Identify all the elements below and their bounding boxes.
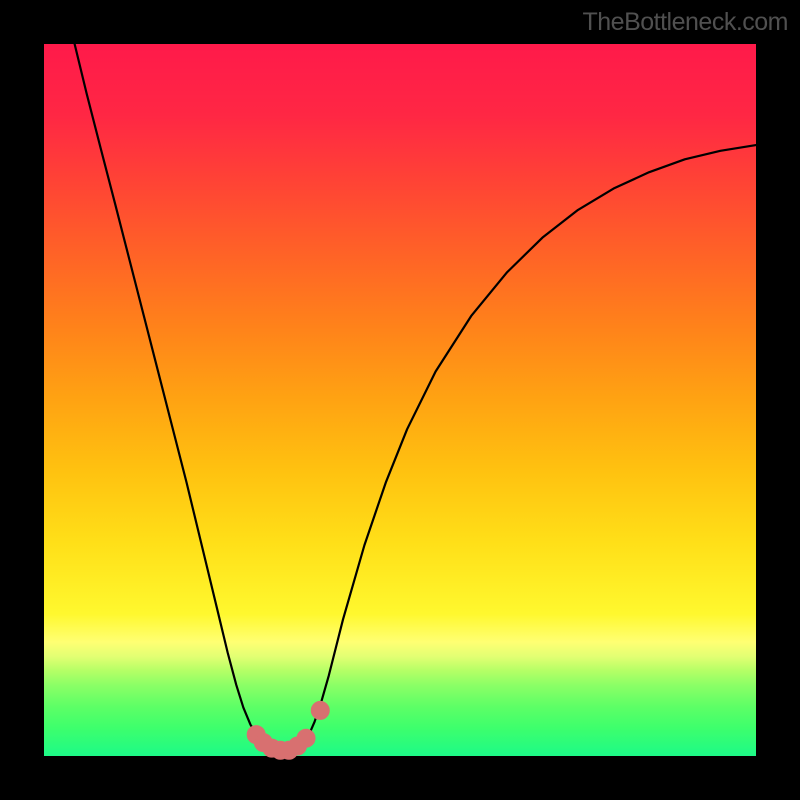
bottleneck-chart <box>0 0 800 800</box>
chart-container: TheBottleneck.com <box>0 0 800 800</box>
marker-point <box>311 701 329 719</box>
marker-point <box>297 729 315 747</box>
site-watermark: TheBottleneck.com <box>583 8 789 37</box>
plot-gradient-background <box>44 44 756 756</box>
